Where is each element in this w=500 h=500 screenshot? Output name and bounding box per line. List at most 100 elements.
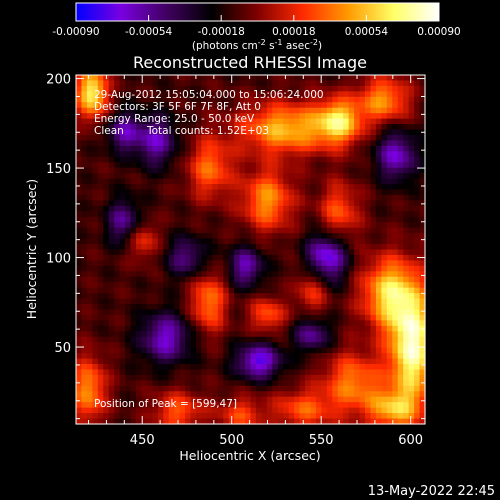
heatmap-cell [201, 178, 208, 185]
heatmap-cell [321, 287, 328, 294]
heatmap-cell [190, 129, 197, 136]
heatmap-cell [288, 265, 295, 272]
heatmap-cell [195, 124, 203, 131]
heatmap-cell [206, 418, 213, 425]
heatmap-cell [152, 233, 159, 240]
heatmap-cell [245, 276, 252, 283]
heatmap-cell [370, 396, 377, 403]
heatmap-cell [250, 314, 257, 321]
heatmap-cell [119, 249, 126, 256]
heatmap-cell [283, 402, 290, 409]
heatmap-cell [375, 238, 382, 245]
heatmap-cell [141, 167, 148, 174]
heatmap-cell [337, 184, 344, 191]
heatmap-cell [255, 249, 262, 256]
heatmap-cell [92, 200, 99, 207]
heatmap-cell [397, 233, 404, 240]
heatmap-cell [375, 298, 382, 305]
heatmap-cell [288, 91, 295, 98]
heatmap-cell [86, 402, 93, 409]
heatmap-cell [114, 418, 121, 425]
heatmap-cell [174, 96, 181, 103]
heatmap-cell [332, 216, 339, 223]
heatmap-cell [386, 189, 393, 196]
heatmap-cell [310, 353, 317, 360]
heatmap-cell [234, 413, 241, 420]
heatmap-cell [141, 385, 148, 392]
heatmap-cell [108, 358, 115, 365]
heatmap-cell [185, 200, 192, 207]
heatmap-cell [403, 167, 410, 174]
heatmap-cell [228, 244, 235, 251]
heatmap-cell [185, 178, 192, 185]
heatmap-cell [152, 358, 159, 365]
heatmap-cell [354, 369, 361, 376]
heatmap-cell [294, 124, 301, 131]
heatmap-cell [310, 342, 317, 349]
heatmap-cell [146, 96, 153, 103]
heatmap-cell [163, 254, 170, 261]
heatmap-cell [414, 216, 421, 223]
heatmap-cell [408, 162, 415, 169]
heatmap-cell [130, 244, 137, 251]
heatmap-cell [294, 418, 301, 425]
heatmap-cell [76, 380, 83, 387]
heatmap-cell [108, 238, 115, 245]
heatmap-cell [92, 254, 99, 261]
heatmap-cell [305, 413, 312, 420]
heatmap-cell [92, 260, 99, 267]
heatmap-cell [76, 118, 83, 125]
heatmap-cell [315, 325, 322, 332]
heatmap-cell [408, 391, 415, 398]
heatmap-cell [375, 124, 382, 131]
heatmap-cell [414, 314, 421, 321]
heatmap-cell [354, 140, 361, 147]
heatmap-cell [163, 320, 170, 327]
heatmap-cell [310, 200, 317, 207]
heatmap-cell [272, 233, 279, 240]
heatmap-cell [206, 91, 213, 98]
heatmap-cell [157, 173, 164, 180]
heatmap-cell [163, 396, 170, 403]
heatmap-cell [343, 216, 350, 223]
heatmap-cell [108, 233, 115, 240]
heatmap-cell [337, 380, 344, 387]
heatmap-cell [305, 418, 312, 425]
heatmap-cell [201, 96, 208, 103]
heatmap-cell [277, 298, 284, 305]
heatmap-cell [125, 282, 132, 289]
heatmap-cell [315, 156, 322, 163]
heatmap-cell [354, 244, 361, 251]
heatmap-cell [157, 304, 164, 311]
heatmap-cell [119, 325, 126, 332]
heatmap-cell [245, 331, 252, 338]
heatmap-cell [250, 282, 257, 289]
heatmap-cell [348, 402, 355, 409]
heatmap-cell [408, 369, 415, 376]
heatmap-cell [272, 369, 279, 376]
heatmap-cell [370, 113, 377, 120]
heatmap-cell [392, 298, 399, 305]
heatmap-cell [206, 320, 213, 327]
heatmap-cell [86, 75, 93, 82]
heatmap-cell [266, 336, 273, 343]
heatmap-cell [212, 320, 219, 327]
heatmap-cell [130, 227, 137, 234]
heatmap-cell [294, 227, 301, 234]
heatmap-cell [332, 189, 339, 196]
heatmap-cell [92, 407, 99, 414]
heatmap-cell [125, 129, 132, 136]
heatmap-cell [375, 342, 382, 349]
heatmap-cell [294, 293, 301, 300]
heatmap-cell [234, 336, 241, 343]
heatmap-cell [114, 320, 121, 327]
heatmap-cell [185, 162, 192, 169]
heatmap-cell [206, 276, 213, 283]
heatmap-cell [343, 113, 350, 120]
heatmap-cell [245, 233, 252, 240]
heatmap-cell [386, 391, 393, 398]
heatmap-cell [119, 124, 126, 131]
heatmap-cell [392, 385, 399, 392]
heatmap-cell [326, 113, 333, 120]
heatmap-cell [108, 336, 115, 343]
